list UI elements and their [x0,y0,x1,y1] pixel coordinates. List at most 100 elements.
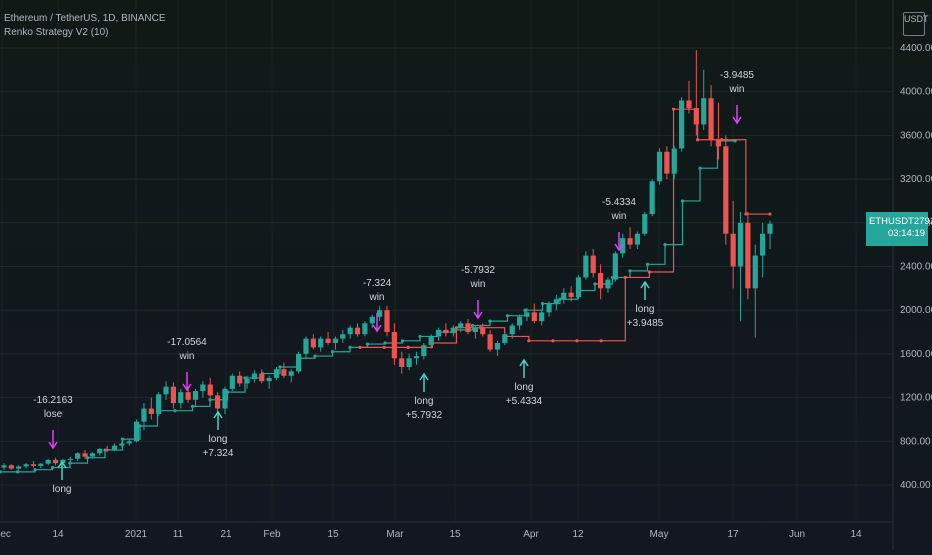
candle-body [119,443,125,446]
candle-body [465,323,471,333]
renko-dot [558,297,562,301]
candle-body [104,448,110,451]
candle-body [458,323,464,328]
candle-body [16,466,22,469]
time-tick-label: Dec [0,529,11,540]
renko-dot [575,339,579,343]
renko-dot [628,269,632,273]
renko-dot [671,107,676,111]
entry-arrow-head [640,280,650,289]
last-price-value: 2791.82 [913,216,932,227]
trade-entry-label: long [515,382,534,393]
candle-body [472,327,478,333]
candle-body [597,273,604,289]
candle-body [148,408,154,414]
candle-body [494,342,501,350]
candle-body [391,332,397,359]
time-tick-label: Feb [263,529,281,540]
candle-body [38,463,44,466]
renko-dot [15,470,20,474]
candle-body [296,353,302,372]
chart-legend[interactable]: Ethereum / TetherUS, 1D, BINANCE Renko S… [4,12,166,40]
candle-body [509,325,515,335]
candle-body [679,100,685,149]
candle-body [89,453,95,457]
candle-body [516,316,523,326]
time-tick-label: 21 [220,529,232,540]
candle-body [642,214,648,234]
chart-grid [0,0,893,522]
candle-body [60,459,66,464]
price-tick-label: 800.00 [900,436,931,447]
time-tick-label: 12 [572,529,584,540]
renko-long-line [0,140,735,473]
trade-exit-pnl: -7.324 [363,278,392,289]
trade-entry-label: long [209,434,228,445]
renko-dot [313,354,317,358]
candle-body [185,392,191,400]
trade-exit-result: win [178,351,194,362]
candle-body [502,334,508,343]
candle-body [421,345,427,357]
renko-dot [744,212,748,216]
candle-body [723,146,729,234]
trade-exit-pnl: -5.7932 [461,265,495,276]
candle-body [23,464,29,467]
bar-countdown: 03:14:19 [888,228,925,239]
candle-body [111,445,118,451]
trade-entry-value: +5.4334 [506,396,543,407]
price-tick-label: 1600.00 [900,349,932,360]
time-tick-label: 14 [52,529,64,540]
candle-body [399,358,405,368]
exit-arrow-head [473,311,483,320]
candle-body [745,222,751,289]
candle-body [251,373,258,380]
renko-dot [599,339,603,343]
candle-body [237,375,243,384]
renko-dot [138,424,142,428]
price-tick-label: 2000.00 [900,305,932,316]
candle-body [568,292,574,298]
time-tick-label: May [650,529,669,540]
renko-dot [768,212,772,216]
renko-dot [527,339,531,343]
trade-exit-result: win [469,279,485,290]
trade-exit-pnl: -16.2163 [33,395,73,406]
renko-dot [33,468,37,472]
candle-body [259,373,265,382]
candle-body [325,338,331,343]
price-tick-label: 1200.00 [900,393,932,404]
renko-dot [663,243,667,247]
exit-arrow-head [732,116,742,125]
entry-arrow-head [519,358,529,367]
currency-unit-label[interactable]: USDT [903,12,929,36]
candle-body [575,277,582,298]
renko-dot [696,138,700,142]
renko-dot [68,461,72,465]
candle-body [347,327,353,335]
renko-dot [382,345,386,349]
time-tick-label: 14 [850,529,862,540]
candle-body [693,108,699,125]
exit-arrow-head [372,324,382,333]
last-price-label: ETHUSDT 2791.82 03:14:19 [866,212,932,246]
candle-body [752,255,758,289]
trade-entry-value: +5.7932 [406,410,443,421]
trade-exit-pnl: -3.9485 [720,70,754,81]
candle-body [207,384,213,396]
trade-markers: -16.2163 lose long -17.0564 win long +7.324 -7.… [33,70,754,495]
symbol-title[interactable]: Ethereum / TetherUS, 1D, BINANCE [4,13,166,24]
candle-body [266,377,272,382]
renko-dot [50,465,55,470]
candle-body [229,375,235,389]
candle-body [435,329,442,337]
candle-body [524,312,530,317]
candle-body [553,299,560,304]
time-axis: Dec 14 2021 11 21 Feb 15 Mar 15 Apr 12 May 17 Jun 14 [0,521,893,540]
time-tick-label: 15 [327,529,339,540]
indicator-title[interactable]: Renko Strategy V2 (10) [4,27,109,38]
candle-body [605,279,611,289]
time-tick-label: 15 [449,529,461,540]
